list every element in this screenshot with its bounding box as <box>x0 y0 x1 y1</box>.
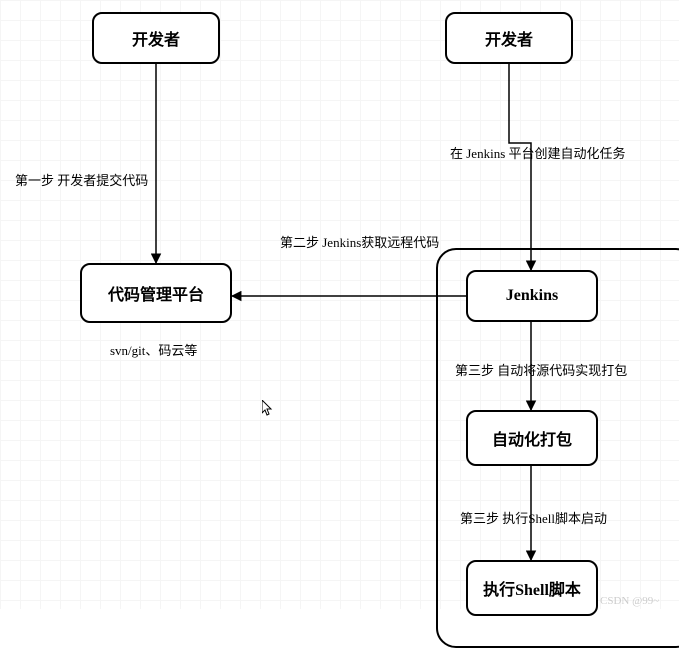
edge-label-2: 第二步 Jenkins获取远程代码 <box>280 232 439 251</box>
edge-label-3: 第三步 自动将源代码实现打包 <box>455 360 627 379</box>
cursor-icon <box>262 400 274 421</box>
node-jenkins: Jenkins <box>466 270 598 322</box>
edge-label-4: 第三步 执行Shell脚本启动 <box>460 508 607 527</box>
repo-note: svn/git、码云等 <box>110 340 197 359</box>
edge-label-1: 在 Jenkins 平台创建自动化任务 <box>450 143 626 162</box>
node-pack: 自动化打包 <box>466 410 598 466</box>
node-dev2: 开发者 <box>445 12 573 64</box>
watermark: CSDN @99~ <box>600 595 659 607</box>
node-dev1: 开发者 <box>92 12 220 64</box>
node-shell: 执行Shell脚本 <box>466 560 598 616</box>
node-repo: 代码管理平台 <box>80 263 232 323</box>
edge-label-0: 第一步 开发者提交代码 <box>15 170 148 189</box>
